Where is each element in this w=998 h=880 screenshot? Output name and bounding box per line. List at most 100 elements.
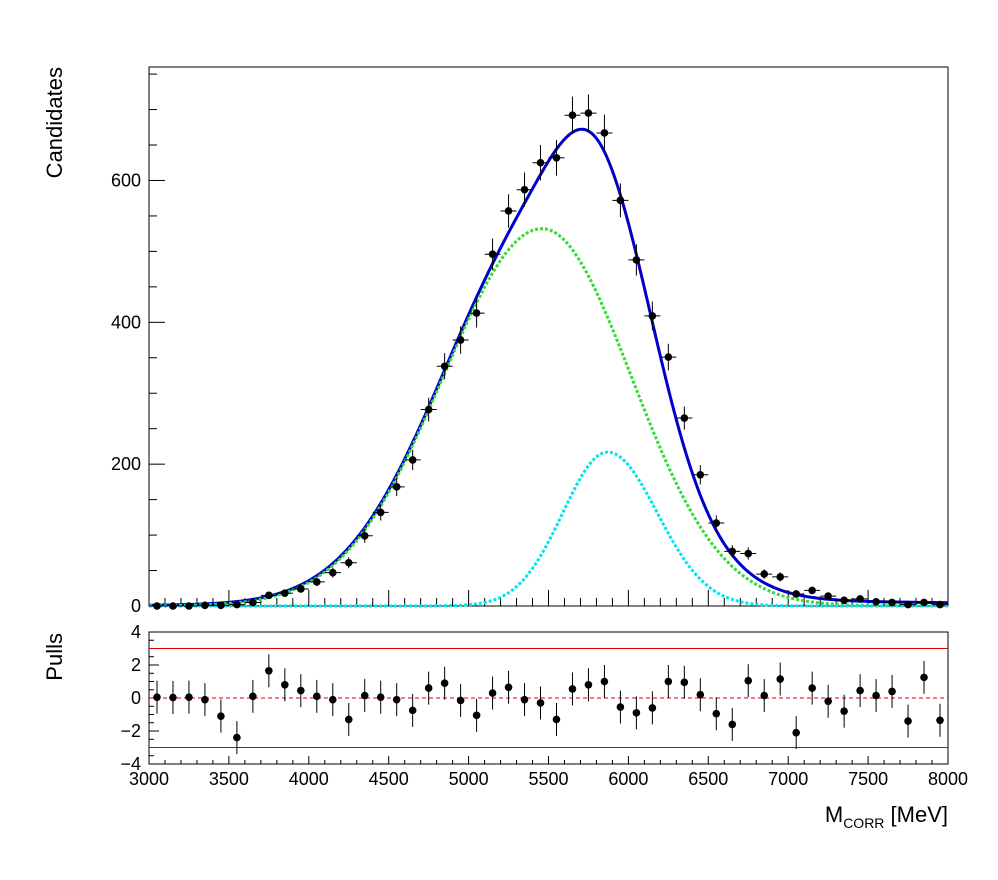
pull-point-marker [328, 695, 337, 704]
x-axis-label-subscript: CORR [843, 815, 884, 831]
data-point-marker [760, 570, 769, 578]
data-point-marker [504, 207, 513, 215]
pull-point-marker [297, 686, 305, 695]
data-point-marker [664, 353, 673, 361]
data-point-marker [536, 158, 545, 167]
x-tick-label: 7500 [848, 769, 888, 789]
data-point [404, 449, 421, 471]
pull-point-marker [936, 716, 944, 725]
data-point [708, 515, 725, 531]
data-point [740, 547, 757, 560]
data-point-marker [233, 600, 241, 609]
pull-point-marker [776, 675, 785, 683]
pull-point [920, 660, 928, 694]
pull-point [712, 697, 721, 731]
pull-point [888, 674, 896, 708]
pull-point [648, 691, 657, 725]
pull-point [312, 679, 321, 713]
data-point [532, 145, 549, 181]
pull-point [728, 707, 737, 741]
data-point-marker [153, 602, 161, 610]
data-point-marker [281, 589, 289, 598]
pull-point-marker [568, 685, 577, 693]
pull-point [281, 668, 289, 702]
data-point-marker [696, 470, 705, 479]
data-point-marker [728, 547, 737, 556]
data-point [180, 602, 197, 610]
data-point-marker [440, 362, 449, 371]
pull-point-marker [840, 707, 848, 715]
pull-point-marker [648, 704, 657, 712]
data-point [564, 96, 581, 134]
pull-point-marker [249, 692, 257, 701]
data-point [804, 586, 821, 595]
data-point [149, 602, 165, 610]
bottom-y-axis-label: Pulls [42, 633, 67, 681]
pull-point-marker [856, 686, 864, 695]
pull-point [249, 679, 257, 713]
pull-point [328, 683, 337, 717]
data-point [692, 465, 709, 485]
x-axis-label-unit: [MeV] [884, 802, 948, 827]
data-point [852, 595, 869, 603]
pull-point-marker [392, 695, 401, 704]
data-point-marker [584, 109, 593, 117]
pull-point [872, 679, 880, 713]
pull-point [424, 671, 433, 705]
fit-curve-total-fit [148, 127, 949, 607]
x-tick-label: 7000 [768, 769, 808, 789]
x-tick-label: 6500 [688, 769, 728, 789]
pull-point-marker [520, 695, 529, 704]
pull-point-marker [360, 691, 369, 700]
pull-point [360, 679, 369, 713]
data-point-marker [297, 585, 305, 593]
data-point [484, 238, 501, 271]
data-point [356, 528, 373, 543]
pull-point-marker [664, 677, 673, 686]
pull-point [792, 716, 800, 750]
pull-point [376, 680, 385, 714]
data-point-marker [648, 312, 657, 320]
top-panel: 0 200 400 600 [111, 66, 949, 616]
data-point [788, 590, 805, 598]
fit-curve-component-2 [149, 450, 948, 608]
data-point [820, 592, 837, 600]
pull-point-marker [680, 678, 689, 687]
data-point-marker [249, 598, 257, 607]
x-tick-label: 5500 [528, 769, 568, 789]
pull-point [408, 693, 417, 727]
data-point [276, 589, 293, 598]
pull-point-marker [312, 692, 321, 701]
pull-point-marker [888, 687, 896, 696]
data-point-marker [376, 508, 385, 517]
x-axis-label-main: M [825, 802, 843, 827]
data-point-marker [552, 153, 561, 162]
pull-point-marker [904, 717, 912, 725]
data-point-marker [488, 250, 497, 259]
pull-point [201, 683, 209, 717]
data-point [516, 172, 533, 207]
data-point [436, 353, 453, 380]
pull-point [568, 672, 577, 706]
data-point-marker [616, 196, 625, 205]
pull-point [552, 702, 561, 736]
x-tick-label: 5000 [449, 769, 489, 789]
data-point [580, 94, 597, 132]
pull-point [392, 683, 401, 717]
pull-point [584, 668, 593, 702]
data-point [228, 600, 245, 609]
data-point [468, 298, 485, 328]
pull-point [824, 684, 832, 718]
top-y-axis-label: Candidates [42, 67, 67, 178]
pull-point [808, 671, 816, 705]
data-point [772, 572, 789, 582]
pull-point [664, 665, 673, 698]
pull-point [504, 670, 513, 704]
pull-point [616, 690, 625, 724]
pull-point-marker [217, 712, 225, 720]
x-tick-label: 4000 [289, 769, 329, 789]
data-point-marker [888, 598, 896, 607]
data-point [244, 598, 261, 607]
pull-point [488, 676, 497, 710]
